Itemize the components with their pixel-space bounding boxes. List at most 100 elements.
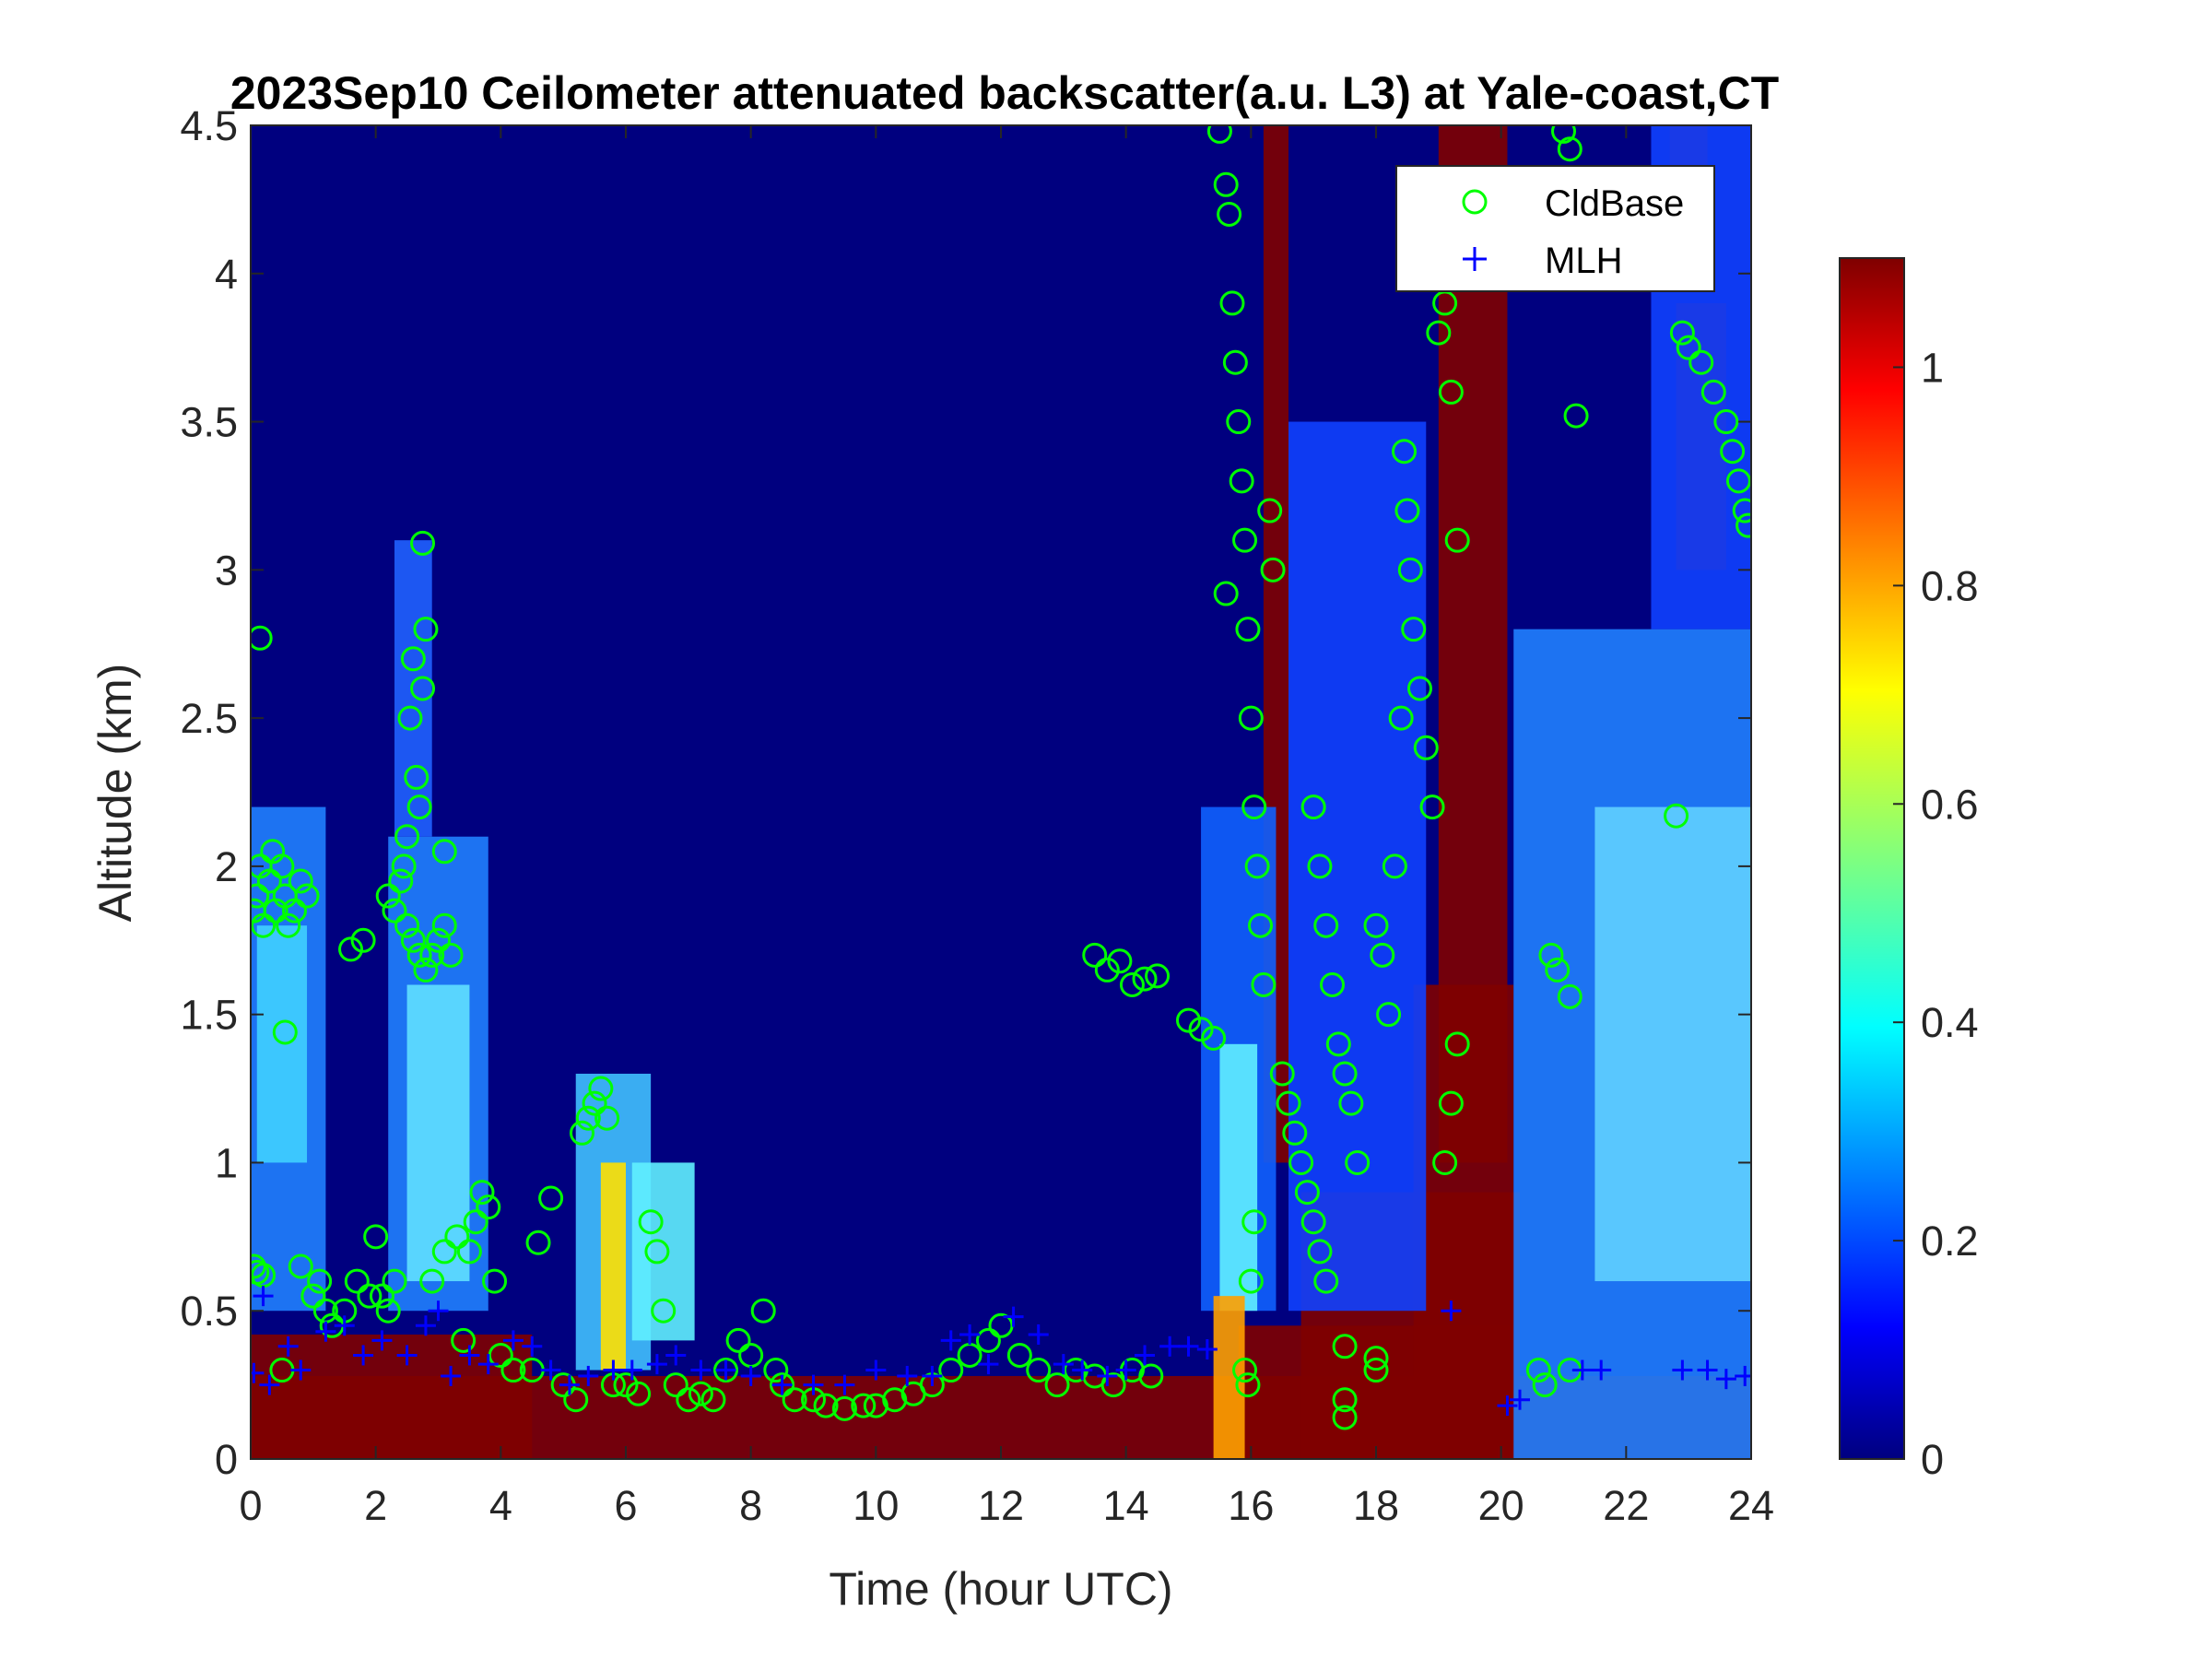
x-tick-label: 10 xyxy=(853,1482,899,1529)
colorbar: 0 0.2 0.4 0.6 0.8 1 xyxy=(1839,257,1979,1483)
mlh-point xyxy=(334,1315,355,1336)
cldbase-point xyxy=(563,1387,589,1413)
cldbase-point xyxy=(588,1076,614,1101)
cldbase-point xyxy=(1138,1363,1164,1389)
mlh-point xyxy=(940,1330,961,1351)
cldbase-point xyxy=(538,1185,564,1211)
colorbar-bar xyxy=(1839,257,1905,1460)
cldbase-point xyxy=(1664,803,1689,829)
mlh-point xyxy=(978,1354,999,1375)
mlh-point xyxy=(922,1365,943,1386)
cldbase-point xyxy=(1438,1090,1464,1116)
x-tick-label: 6 xyxy=(614,1482,637,1529)
y-tick-label: 1 xyxy=(215,1139,238,1186)
cldbase-point xyxy=(438,942,464,968)
x-tick-label: 18 xyxy=(1353,1482,1399,1529)
mlh-point xyxy=(1441,1300,1462,1322)
cldbase-point xyxy=(1244,853,1270,879)
cldbase-point xyxy=(1669,320,1695,346)
mlh-point xyxy=(715,1359,736,1381)
mlh-point xyxy=(415,1315,436,1336)
cldbase-point xyxy=(350,927,376,953)
cldbase-point xyxy=(1713,409,1739,435)
cldbase-point xyxy=(1382,853,1407,879)
cldbase-point xyxy=(1397,557,1423,582)
cldbase-point xyxy=(1700,379,1726,405)
cldbase-point xyxy=(1206,125,1232,144)
mlh-point xyxy=(1510,1389,1531,1410)
x-tick-label: 24 xyxy=(1728,1482,1774,1529)
cldbase-point xyxy=(1213,581,1239,606)
cldbase-point xyxy=(713,1358,739,1383)
cldbase-point xyxy=(1332,1387,1358,1413)
mlh-point xyxy=(1715,1369,1736,1390)
mlh-point xyxy=(477,1354,499,1375)
mlh-point xyxy=(290,1359,312,1381)
cldbase-point xyxy=(1238,705,1264,731)
cldbase-point xyxy=(1413,735,1439,760)
cldbase-point xyxy=(1176,1007,1201,1033)
cldbase-point xyxy=(688,1381,713,1406)
cldbase-point xyxy=(1332,1405,1358,1430)
cldbase-point xyxy=(1201,1025,1227,1051)
heatmap-cell xyxy=(1438,125,1508,1163)
mlh-point xyxy=(578,1365,599,1386)
mlh-point xyxy=(603,1359,624,1381)
cldbase-point xyxy=(410,676,436,701)
cldbase-point xyxy=(975,1327,1001,1353)
cldbase-point xyxy=(281,898,307,924)
cldbase-point xyxy=(413,617,439,642)
cldbase-point xyxy=(1269,1061,1295,1087)
cldbase-point xyxy=(444,1224,470,1250)
cldbase-point xyxy=(663,1372,688,1398)
mlh-point xyxy=(897,1365,918,1386)
cldbase-point xyxy=(406,942,432,968)
cldbase-point xyxy=(1044,1372,1070,1398)
cldbase-point xyxy=(404,764,429,790)
cldbase-point xyxy=(451,1327,477,1353)
cldbase-point xyxy=(431,912,457,938)
mlh-point xyxy=(1591,1359,1612,1381)
mlh-point xyxy=(1672,1359,1693,1381)
y-tick-label: 1.5 xyxy=(180,992,238,1039)
cldbase-point xyxy=(1525,1358,1551,1383)
mlh-point xyxy=(371,1330,393,1351)
cldbase-point xyxy=(1325,1031,1351,1057)
cldbase-point xyxy=(294,883,320,909)
cldbase-point xyxy=(363,1224,389,1250)
cldbase-point xyxy=(1232,527,1258,553)
cldbase-point xyxy=(469,1180,495,1206)
x-tick-label: 20 xyxy=(1478,1482,1524,1529)
cldbase-point xyxy=(525,1230,551,1255)
cldbase-point xyxy=(1720,439,1746,465)
cldbase-point xyxy=(482,1268,508,1294)
mlh-point xyxy=(690,1359,712,1381)
cldbase-point xyxy=(831,1395,857,1421)
cldbase-point xyxy=(1363,1346,1389,1371)
cldbase-point xyxy=(1282,1120,1308,1146)
cldbase-point xyxy=(400,646,426,672)
mlh-point xyxy=(1135,1345,1156,1366)
cldbase-point xyxy=(1222,349,1248,375)
cldbase-point xyxy=(251,912,276,938)
cldbase-point xyxy=(582,1090,607,1116)
cldbase-point xyxy=(1241,1209,1267,1235)
cldbase-point xyxy=(570,1120,595,1146)
cldbase-point xyxy=(1394,498,1420,524)
cldbase-point xyxy=(394,912,420,938)
cldbase-point xyxy=(251,625,273,651)
cldbase-point xyxy=(1735,512,1751,538)
cldbase-point xyxy=(456,1239,482,1265)
mlh-point xyxy=(522,1335,543,1357)
cldbase-point xyxy=(1288,1149,1314,1175)
y-tick-label: 4 xyxy=(215,251,238,298)
cldbase-point xyxy=(1276,1090,1301,1116)
cldbase-point xyxy=(1251,972,1277,998)
cldbase-point xyxy=(382,1268,407,1294)
cldbase-point xyxy=(938,1358,964,1383)
colorbar-tick-label: 0.8 xyxy=(1921,562,1979,609)
cldbase-point xyxy=(1363,1358,1389,1383)
cldbase-point xyxy=(770,1372,795,1398)
cldbase-point xyxy=(1307,1239,1333,1265)
